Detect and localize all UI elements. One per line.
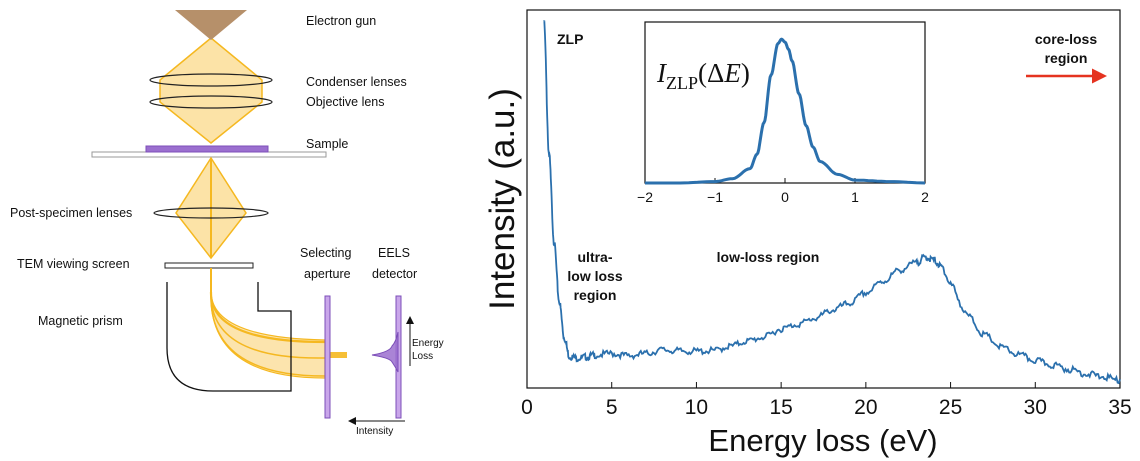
inset-x-ticks: −2 −1 0 1 2: [637, 178, 929, 205]
annotation-ultra-2: low loss: [567, 268, 622, 284]
electron-gun-icon: [175, 10, 247, 40]
condenser-lens: [149, 73, 273, 87]
magnetic-prism: [166, 282, 292, 392]
objective-lens: [149, 95, 273, 109]
schematic: Electron gun Condenser lenses Objective …: [10, 10, 444, 437]
beam-band-3: [210, 291, 326, 377]
detector-spectrum-icon: [371, 331, 399, 373]
label-detector-1: EELS: [378, 246, 410, 260]
label-detector-2: detector: [372, 267, 417, 281]
main-y-axis-label: Intensity (a.u.): [483, 88, 522, 310]
x-tick-label: 0: [781, 189, 789, 205]
main-series-line: [543, 20, 1121, 385]
label-intensity: Intensity: [356, 426, 393, 437]
x-tick-label: 5: [606, 396, 618, 419]
label-objective: Objective lens: [306, 95, 385, 109]
annotation-zlp: ZLP: [557, 31, 583, 47]
sample-holder: [91, 151, 327, 158]
x-tick-label: 30: [1024, 396, 1047, 419]
x-tick-label: 1: [851, 189, 859, 205]
selecting-aperture: [324, 295, 331, 419]
label-post-specimen: Post-specimen lenses: [10, 206, 132, 220]
label-sample: Sample: [306, 137, 348, 151]
x-tick-label: 2: [921, 189, 929, 205]
x-tick-label: 25: [939, 396, 962, 419]
sample-icon: [145, 145, 269, 153]
beam-selected: [325, 352, 347, 358]
main-chart: 0 5 10 15 20 25 30 35 Intensity (a.u.) Energy l…: [483, 9, 1132, 458]
label-energy-1: Energy: [412, 338, 444, 349]
annotation-coreloss-2: region: [1045, 50, 1088, 66]
label-electron-gun: Electron gun: [306, 14, 376, 28]
annotation-ultra-1: ultra-: [578, 249, 613, 265]
beam-band-1: [209, 291, 326, 344]
label-prism: Magnetic prism: [38, 314, 123, 328]
inset-series-line: [645, 37, 926, 185]
label-aperture-1: Selecting: [300, 246, 351, 260]
x-tick-label: −2: [637, 189, 653, 205]
annotation-coreloss-1: core-loss: [1035, 31, 1097, 47]
viewing-screen: [164, 262, 254, 269]
main-x-ticks: 0 5 10 15 20 25 30 35: [521, 382, 1132, 419]
label-energy-2: Loss: [412, 351, 433, 362]
annotation-lowloss: low-loss region: [717, 249, 820, 265]
x-tick-label: 35: [1108, 396, 1131, 419]
inset-title: IZLP(ΔE): [656, 58, 750, 93]
label-viewing-screen: TEM viewing screen: [17, 257, 130, 271]
main-x-axis-label: Energy loss (eV): [708, 423, 937, 458]
x-tick-label: 10: [685, 396, 708, 419]
annotation-ultra-3: region: [574, 287, 617, 303]
beam-band-2: [210, 291, 326, 359]
main-plot-frame: [526, 9, 1121, 389]
post-specimen-lens: [153, 207, 269, 219]
x-tick-label: 15: [769, 396, 792, 419]
inset-plot-frame: [644, 21, 926, 184]
label-condenser: Condenser lenses: [306, 75, 407, 89]
inset-chart: −2 −1 0 1 2 IZLP(ΔE): [637, 21, 929, 205]
x-tick-label: 0: [521, 396, 533, 419]
x-tick-label: 20: [854, 396, 877, 419]
x-tick-label: −1: [707, 189, 723, 205]
beam-condenser: [159, 37, 263, 144]
label-aperture-2: aperture: [304, 267, 351, 281]
